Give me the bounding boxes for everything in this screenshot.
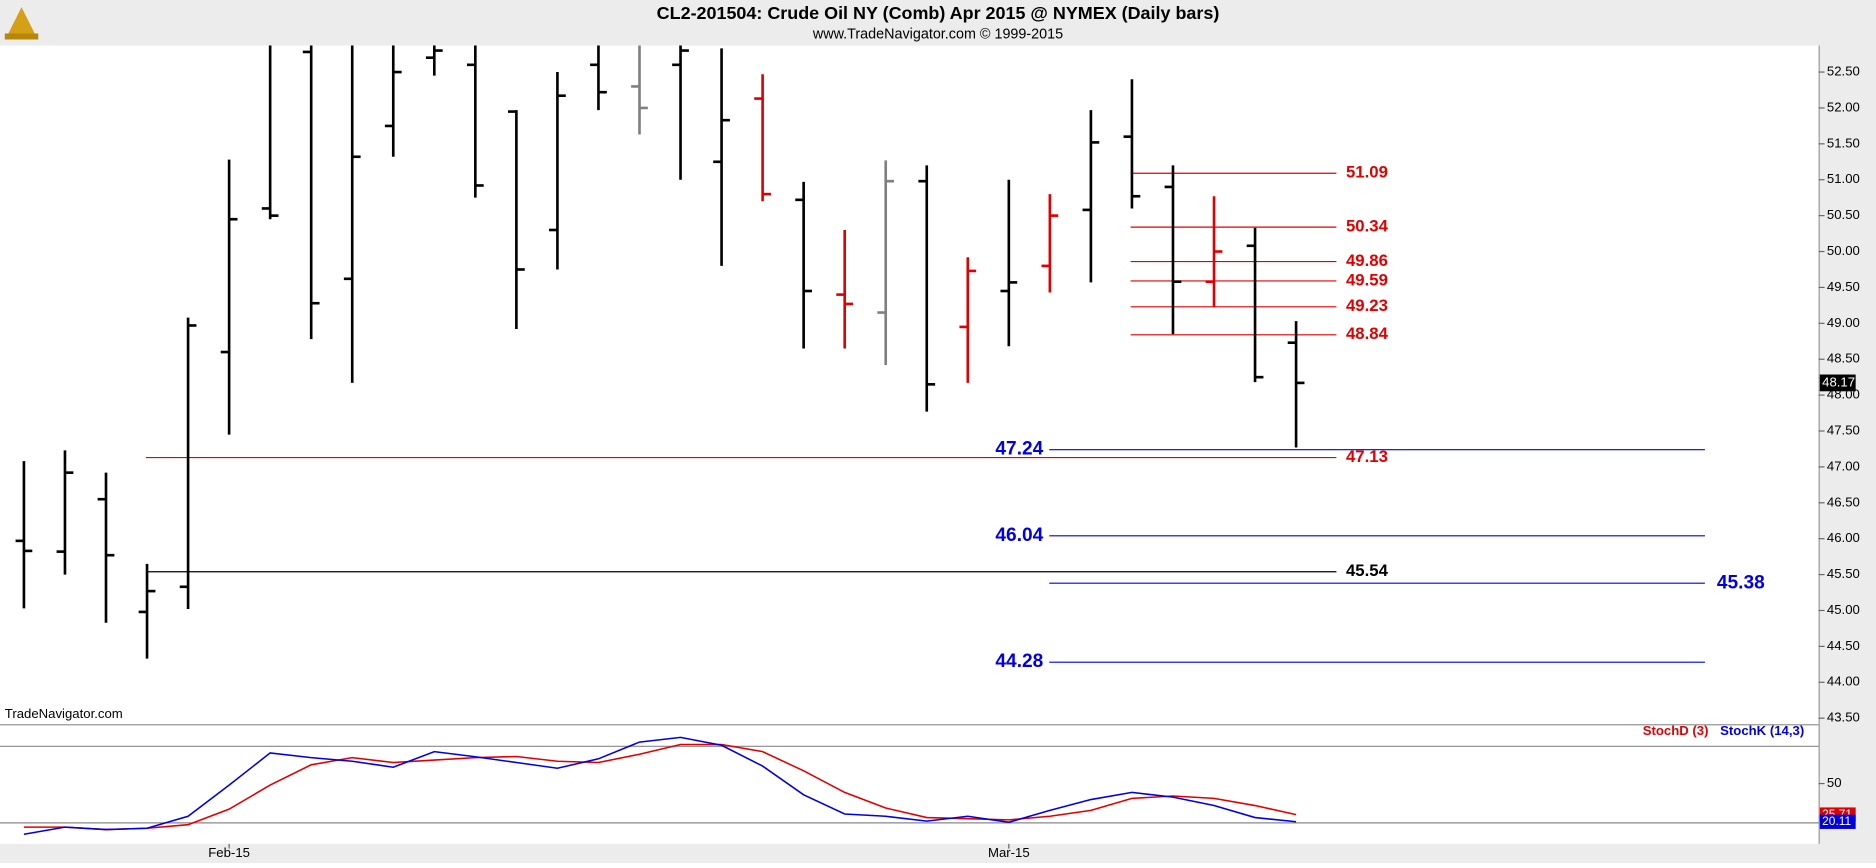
logo bbox=[4, 7, 39, 40]
level-label: 48.84 bbox=[1346, 324, 1389, 343]
price-panel bbox=[0, 45, 1819, 725]
level-label: 45.54 bbox=[1346, 561, 1389, 580]
axes: 43.50 44.00 44.50 45.00 45.50 46.00 46.50 47.00… bbox=[208, 64, 1860, 860]
y-tick-label: 45.00 bbox=[1827, 602, 1860, 617]
last-value-box bbox=[1819, 814, 1856, 829]
level-label: 51.09 bbox=[1346, 163, 1388, 182]
y-tick-label: 52.00 bbox=[1827, 99, 1860, 114]
y-tick-label: 46.00 bbox=[1827, 530, 1860, 545]
stoch-line bbox=[23, 736, 1297, 836]
y-tick-label: 47.00 bbox=[1827, 458, 1860, 473]
y-tick-label: 51.00 bbox=[1827, 171, 1860, 186]
y-tick-label: 52.50 bbox=[1827, 64, 1860, 79]
stoch-panel bbox=[0, 725, 1819, 844]
level-label: 46.04 bbox=[995, 525, 1043, 546]
watermark: TradeNavigator.com bbox=[5, 706, 123, 721]
y-tick-label: 47.50 bbox=[1827, 422, 1860, 437]
y-tick-label: 49.00 bbox=[1827, 315, 1860, 330]
level-label: 44.28 bbox=[995, 651, 1043, 672]
y-tick-label: 49.50 bbox=[1827, 279, 1860, 294]
stoch-line bbox=[23, 743, 1297, 831]
x-tick-label: Mar-15 bbox=[988, 845, 1030, 860]
legend-entry: StochD (3) bbox=[1643, 723, 1709, 738]
price-plot bbox=[15, 45, 1705, 663]
y-tick-label: 44.00 bbox=[1827, 674, 1860, 689]
y-tick-label: 50.50 bbox=[1827, 207, 1860, 222]
y-tick-label: 45.50 bbox=[1827, 566, 1860, 581]
y-tick-label: 43.50 bbox=[1827, 710, 1860, 725]
y-tick-label: 48.50 bbox=[1827, 351, 1860, 366]
level-label: 47.24 bbox=[995, 439, 1043, 460]
level-label: 49.86 bbox=[1346, 251, 1388, 270]
chart-title: CL2-201504: Crude Oil NY (Comb) Apr 2015… bbox=[657, 3, 1220, 23]
y-tick-label: 50.00 bbox=[1827, 243, 1860, 258]
y-tick-label: 44.50 bbox=[1827, 638, 1860, 653]
stoch-plot bbox=[23, 736, 1297, 836]
y-tick-label: 50 bbox=[1827, 775, 1842, 790]
legend-entry: StochK (14,3) bbox=[1720, 723, 1804, 738]
chart-subtitle: www.TradeNavigator.com © 1999-2015 bbox=[812, 27, 1063, 43]
y-tick-label: 46.50 bbox=[1827, 494, 1860, 509]
last-value-label: 20.11 bbox=[1822, 814, 1851, 828]
level-label: 47.13 bbox=[1346, 447, 1388, 466]
last-price-label: 48.17 bbox=[1822, 374, 1855, 389]
x-tick-label: Feb-15 bbox=[208, 845, 250, 860]
level-label: 50.34 bbox=[1346, 217, 1389, 236]
level-label: 45.38 bbox=[1717, 572, 1765, 593]
last-price-box bbox=[1819, 374, 1856, 392]
y-tick-label: 51.50 bbox=[1827, 135, 1860, 150]
level-label: 49.59 bbox=[1346, 270, 1388, 289]
level-label: 49.23 bbox=[1346, 296, 1388, 315]
